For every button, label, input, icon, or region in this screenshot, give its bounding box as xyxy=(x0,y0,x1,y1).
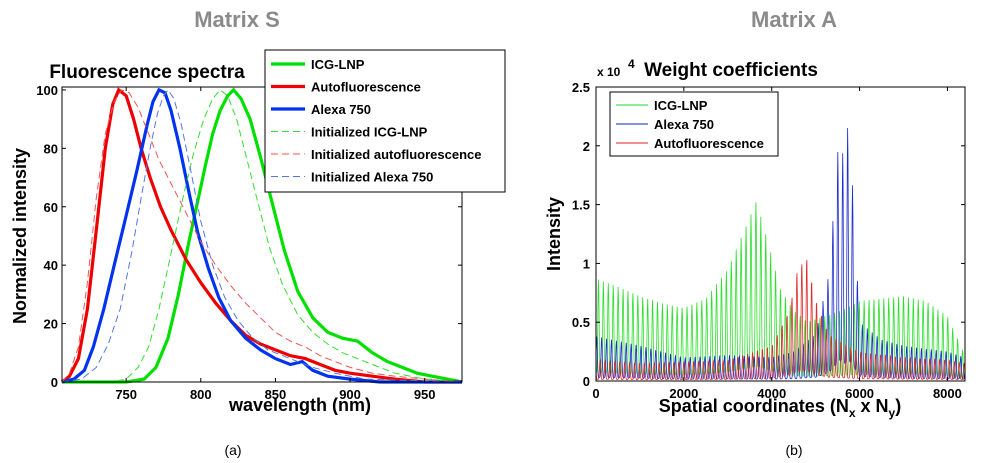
legend-label-b: ICG-LNP xyxy=(654,98,708,113)
weight-series-line-2 xyxy=(595,259,966,380)
x-tick-label-b: 2000 xyxy=(669,386,698,401)
weight-coefficients-chart: 0 2000 4000 6000 8000 0 0.5 1 1.5 2 2.5 x 10 4 Weight… xyxy=(544,57,966,420)
chart-b-xlabel-sub2: y xyxy=(889,406,896,420)
y-multiplier-exponent: 4 xyxy=(628,57,635,71)
chart-b-xlabel: Spatial coordinates (Nx x Ny) xyxy=(659,396,901,420)
chart-b-xlabel-main: Spatial coordinates (N xyxy=(659,396,849,416)
chart-b-ylabel: Intensity xyxy=(544,197,564,271)
x-tick-label-a: 900 xyxy=(339,387,361,402)
x-tick-label-a: 750 xyxy=(115,387,137,402)
spectrum-line-0 xyxy=(62,87,463,384)
left-caption: (a) xyxy=(224,442,241,458)
legend-label-b: Alexa 750 xyxy=(654,117,714,132)
legend-label-a: Autofluorescence xyxy=(311,80,421,95)
x-tick-label-a: 800 xyxy=(190,387,212,402)
legend-label-a: ICG-LNP xyxy=(311,57,365,72)
y-tick-label-b: 1 xyxy=(583,256,590,271)
legend-label-a: Initialized Alexa 750 xyxy=(311,170,433,185)
y-tick-label-a: 40 xyxy=(44,258,58,273)
legend-label-b: Autofluorescence xyxy=(654,136,764,151)
right-caption: (b) xyxy=(785,442,802,458)
x-tick-label-a: 850 xyxy=(265,387,287,402)
y-tick-label-a: 0 xyxy=(51,375,58,390)
spectrum-line-1 xyxy=(61,87,462,384)
fluorescence-spectra-chart: 750 800 850 900 950 0 20 40 60 80 100Fluorescence … xyxy=(10,49,506,415)
weight-series-line-0 xyxy=(596,202,965,380)
y-tick-label-a: 100 xyxy=(36,83,58,98)
legend-label-a: Initialized autofluorescence xyxy=(311,147,482,162)
left-heading: Matrix S xyxy=(194,7,280,32)
y-multiplier-base: x 10 xyxy=(597,65,621,79)
y-tick-label-a: 20 xyxy=(44,317,58,332)
legend-box-a xyxy=(264,49,506,193)
plot-frame-b xyxy=(595,86,966,382)
y-tick-label-a: 80 xyxy=(44,141,58,156)
y-tick-label-b: 0 xyxy=(583,374,590,389)
right-heading: Matrix A xyxy=(751,7,837,32)
x-tick-label-b: 4000 xyxy=(757,386,786,401)
x-tick-label-b: 0 xyxy=(592,386,599,401)
y-tick-label-b: 0.5 xyxy=(572,315,590,330)
chart-b-xlabel-sub1: x xyxy=(849,406,856,420)
chart-b-xlabel-mid: x N xyxy=(856,396,889,416)
x-tick-label-a: 950 xyxy=(414,387,436,402)
weight-series-line-1 xyxy=(595,127,966,380)
plot-frame-a xyxy=(61,86,463,383)
chart-b-xlabel-end: ) xyxy=(895,396,901,416)
chart-a-title: Fluorescence spectra xyxy=(49,62,245,83)
y-tick-label-b: 1.5 xyxy=(572,198,590,213)
y-tick-label-b: 2.5 xyxy=(572,80,590,95)
chart-a-ylabel: Normalized intensity xyxy=(10,148,30,324)
y-tick-label-a: 60 xyxy=(44,200,58,215)
spectrum-line-4 xyxy=(61,89,463,383)
x-tick-label-b: 6000 xyxy=(845,386,874,401)
legend-label-a: Alexa 750 xyxy=(311,102,371,117)
spectrum-line-3 xyxy=(62,89,463,383)
chart-a-xlabel: wavelength (nm) xyxy=(228,395,371,415)
spectrum-line-5 xyxy=(61,89,463,383)
chart-b-title: Weight coefficients xyxy=(644,60,818,81)
legend-label-a: Initialized ICG-LNP xyxy=(311,125,428,140)
y-tick-label-b: 2 xyxy=(583,139,590,154)
x-tick-label-b: 8000 xyxy=(933,386,962,401)
